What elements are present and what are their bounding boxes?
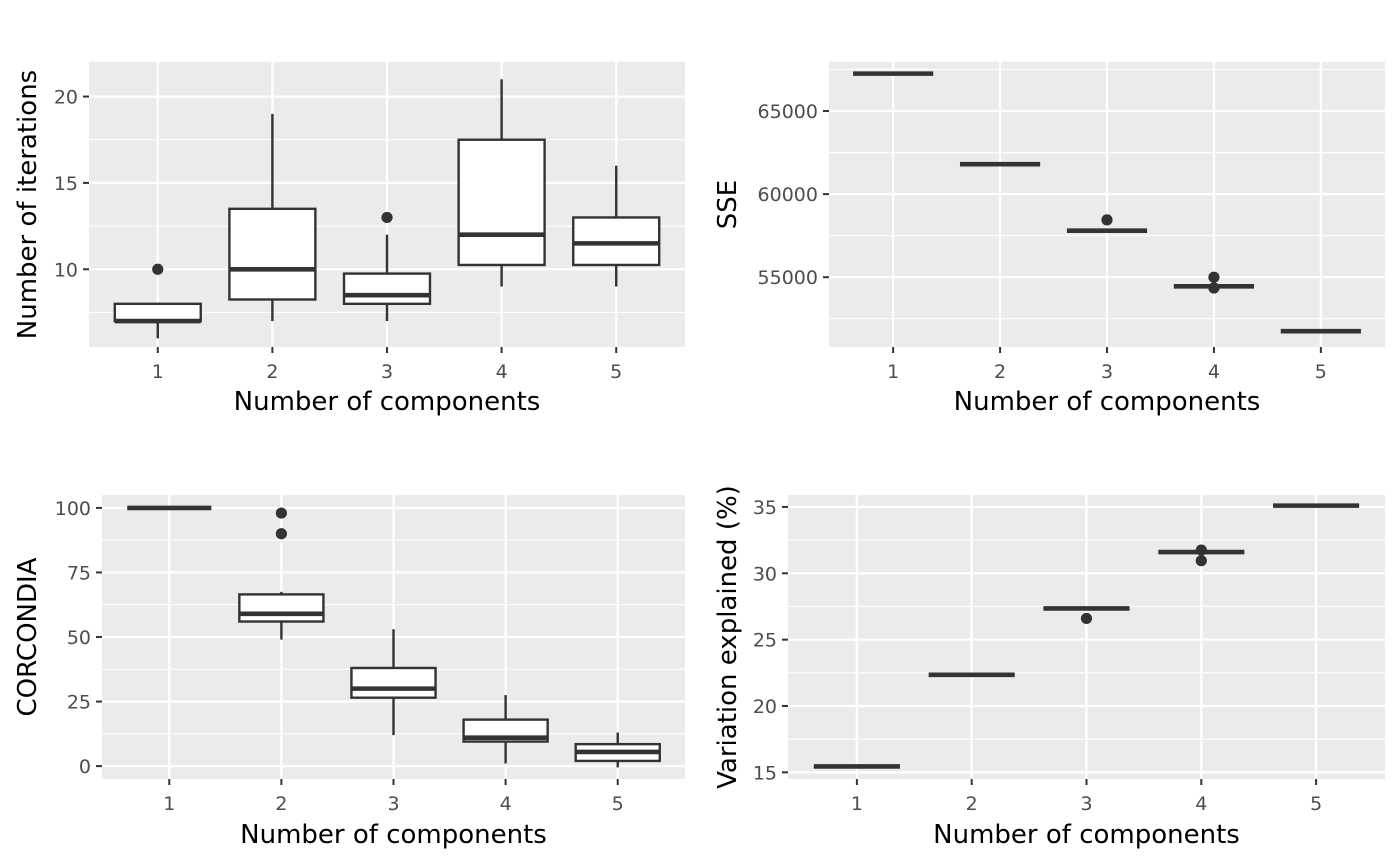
box-iqr (350, 666, 437, 699)
y-tick-label: 65000 (758, 101, 818, 123)
outlier-point (1195, 555, 1207, 567)
box-1 (113, 263, 202, 339)
box-3 (342, 211, 432, 322)
x-tick-label: 5 (1310, 793, 1322, 815)
y-tick-label: 100 (55, 498, 91, 520)
x-axis-title: Number of components (240, 820, 547, 850)
y-tick-label: 20 (54, 87, 78, 109)
box-2 (238, 507, 325, 640)
x-tick-label: 5 (612, 793, 624, 815)
x-tick-label: 2 (266, 361, 278, 383)
x-axis-title: Number of components (954, 387, 1261, 417)
outlier-point (1080, 612, 1093, 625)
x-tick-label: 3 (381, 361, 393, 383)
box-iqr (342, 272, 432, 306)
x-tick-label: 4 (1195, 793, 1207, 815)
outlier-point (152, 263, 164, 275)
chart-panel-3: 0 25 50 75 100 1 2 3 4 5 Number of components CORCO… (13, 495, 685, 850)
box-iqr (228, 207, 317, 301)
box-iqr (113, 302, 202, 323)
x-tick-label: 5 (1315, 361, 1327, 383)
x-tick-label: 4 (1208, 361, 1220, 383)
box-iqr (457, 138, 546, 267)
outlier-point (275, 528, 287, 540)
box-2 (228, 113, 317, 322)
y-axis-title: Variation explained (%) (713, 485, 743, 789)
outlier-point (275, 507, 287, 519)
y-tick-label: 20 (753, 696, 777, 718)
y-tick-label: 10 (54, 259, 78, 281)
box-iqr (238, 593, 325, 623)
outlier-point (1101, 214, 1113, 226)
x-axis-title: Number of components (234, 387, 541, 417)
box-3 (1066, 214, 1148, 233)
y-tick-label: 60000 (758, 184, 818, 206)
y-tick-label: 55000 (758, 267, 818, 289)
box-5 (574, 732, 661, 768)
x-tick-label: 4 (500, 793, 512, 815)
x-tick-label: 3 (387, 793, 399, 815)
outlier-point (1195, 544, 1207, 556)
box-4 (1173, 271, 1255, 294)
x-tick-label: 1 (887, 361, 899, 383)
x-tick-label: 4 (496, 361, 508, 383)
box-3 (350, 629, 437, 736)
box-4 (1158, 544, 1245, 567)
y-axis-title: Number of iterations (13, 70, 43, 339)
chart-panel-1: 10 15 20 1 2 3 4 5 Number of components Number of… (13, 62, 685, 417)
y-axis-title: SSE (713, 180, 743, 229)
x-axis-title: Number of components (933, 820, 1240, 850)
outlier-point (381, 211, 393, 224)
box-3 (1043, 606, 1130, 625)
y-tick-label: 75 (67, 562, 91, 584)
y-tick-label: 35 (753, 497, 777, 519)
x-tick-label: 3 (1080, 793, 1092, 815)
x-tick-label: 2 (994, 361, 1006, 383)
outlier-point (1208, 282, 1220, 294)
box-4 (462, 695, 549, 764)
y-axis-title: CORCONDIA (13, 557, 43, 716)
x-tick-label: 1 (152, 361, 164, 383)
x-tick-label: 2 (275, 793, 287, 815)
x-tick-label: 1 (163, 793, 175, 815)
y-tick-label: 25 (753, 630, 777, 652)
y-tick-label: 50 (67, 627, 91, 649)
box-4 (457, 79, 546, 287)
y-tick-label: 0 (79, 756, 91, 778)
y-tick-label: 15 (54, 173, 78, 195)
box-5 (572, 165, 661, 287)
x-tick-label: 5 (610, 361, 622, 383)
chart-panel-4: 15 20 25 30 35 1 2 3 4 5 Number of components Varia… (713, 485, 1385, 850)
y-tick-label: 30 (753, 563, 777, 585)
outlier-point (1208, 271, 1220, 283)
x-tick-label: 2 (966, 793, 978, 815)
y-tick-label: 25 (67, 692, 91, 714)
y-tick-label: 15 (753, 762, 777, 784)
x-tick-label: 3 (1101, 361, 1113, 383)
x-tick-label: 1 (851, 793, 863, 815)
chart-panel-2: 55000 60000 65000 1 2 3 4 5 Number of components… (713, 62, 1385, 417)
